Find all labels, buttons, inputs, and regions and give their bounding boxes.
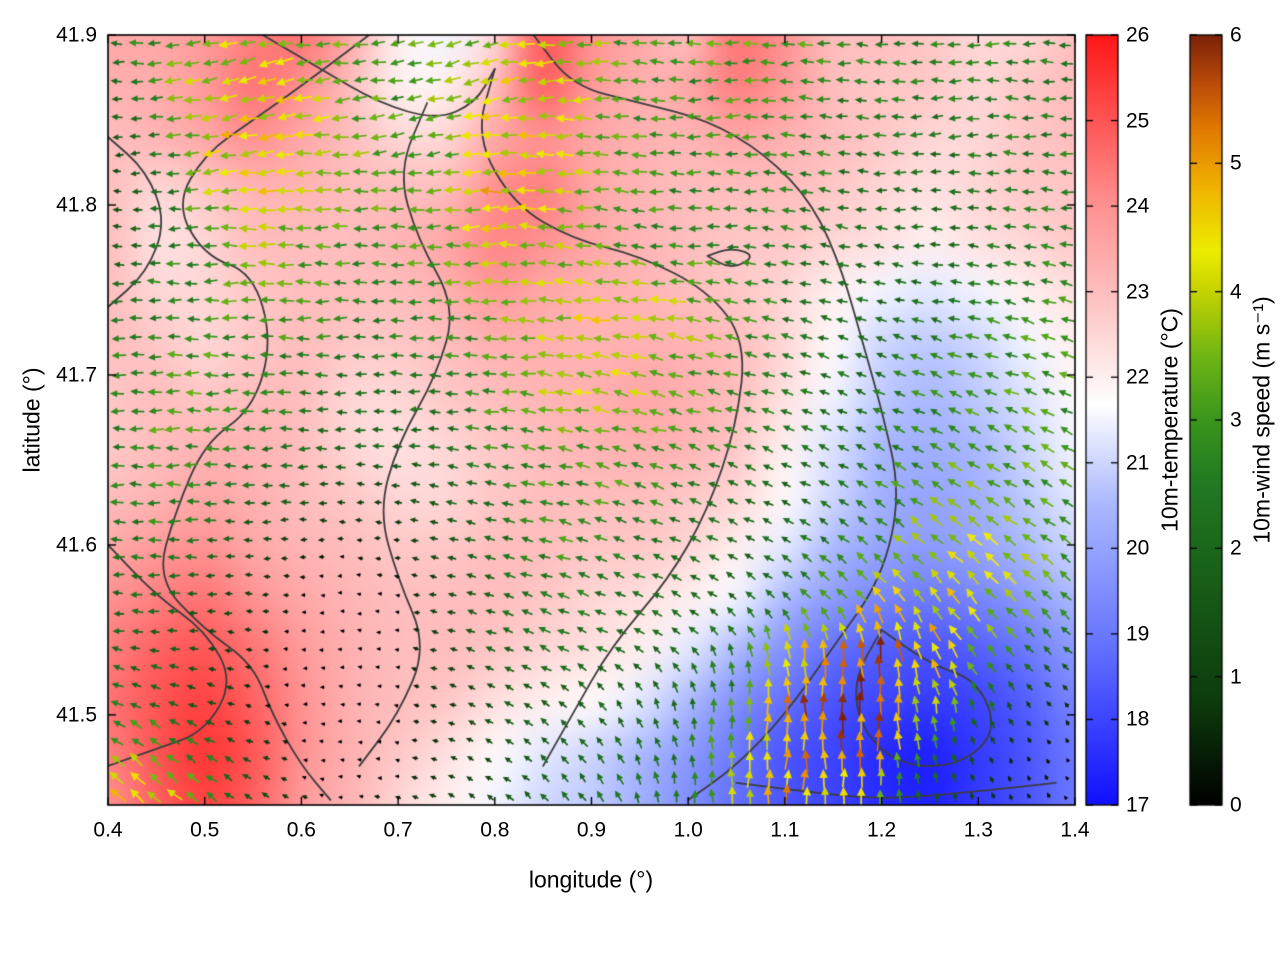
temperature-colorbar-tick-label: 21: [1126, 451, 1150, 475]
wind-colorbar-tick-label: 2: [1230, 536, 1242, 560]
wind-colorbar-tick-label: 6: [1230, 23, 1242, 47]
x-tick-label: 1.3: [963, 818, 993, 842]
x-tick-label: 1.4: [1060, 818, 1090, 842]
temperature-colorbar-tick-label: 17: [1126, 793, 1150, 817]
wind-colorbar-tick-label: 5: [1230, 151, 1242, 175]
temperature-colorbar-tick-label: 23: [1126, 280, 1150, 304]
temperature-colorbar-tick-label: 24: [1126, 194, 1150, 218]
x-tick-label: 1.1: [770, 818, 800, 842]
wind-colorbar-tick-label: 0: [1230, 793, 1242, 817]
x-tick-label: 1.2: [866, 818, 897, 842]
temperature-colorbar-tick-label: 25: [1126, 109, 1150, 133]
wind-colorbar-tick-label: 4: [1230, 280, 1242, 304]
temperature-colorbar-tick-label: 20: [1126, 536, 1150, 560]
x-tick-label: 0.6: [286, 818, 316, 842]
temperature-colorbar-tick-label: 22: [1126, 365, 1150, 389]
wind-speed-colorbar-label: 10m-wind speed (m s⁻¹): [1248, 296, 1275, 544]
y-tick-label: 41.5: [56, 703, 97, 727]
wind-colorbar-tick-label: 1: [1230, 665, 1242, 689]
x-tick-label: 1.0: [673, 818, 703, 842]
x-axis-label: longitude (°): [528, 866, 654, 893]
x-tick-label: 0.8: [480, 818, 510, 842]
y-tick-label: 41.6: [56, 533, 97, 557]
temperature-colorbar-tick-label: 18: [1126, 707, 1150, 731]
x-tick-label: 0.9: [576, 818, 607, 842]
wind-colorbar-tick-label: 3: [1230, 408, 1242, 432]
y-axis-label: latitude (°): [18, 367, 45, 473]
x-tick-label: 0.4: [93, 818, 123, 842]
x-tick-label: 0.5: [190, 818, 220, 842]
temperature-colorbar-tick-label: 19: [1126, 622, 1150, 646]
y-tick-label: 41.7: [56, 363, 97, 387]
y-tick-label: 41.9: [56, 23, 97, 47]
y-tick-label: 41.8: [56, 193, 97, 217]
temperature-colorbar-label: 10m-temperature (°C): [1156, 308, 1183, 532]
temperature-colorbar-tick-label: 26: [1126, 23, 1150, 47]
x-tick-label: 0.7: [383, 818, 413, 842]
